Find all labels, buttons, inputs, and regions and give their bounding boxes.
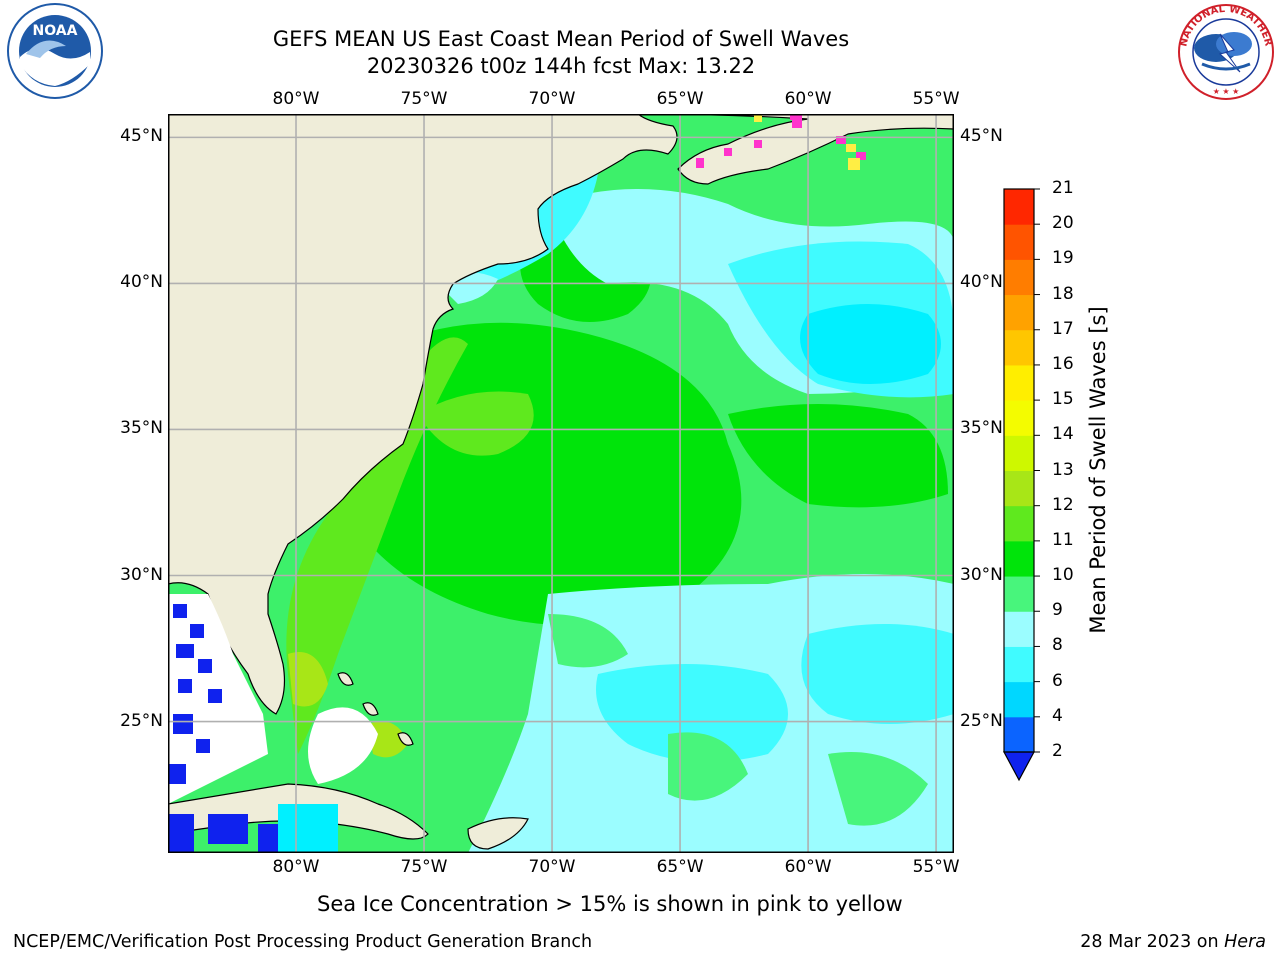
- axis-tick-label: 40°N: [960, 272, 1003, 293]
- axis-tick-label: 65°W: [656, 89, 704, 109]
- colorbar-segment: [1004, 681, 1034, 718]
- colorbar-tick-label: 2: [1052, 741, 1063, 761]
- axis-tick-label: 55°W: [912, 857, 960, 877]
- colorbar-tick-label: 18: [1052, 283, 1074, 304]
- axis-tick-label: 40°N: [120, 272, 163, 293]
- axis-tick-label: 80°W: [272, 857, 320, 877]
- footer-machine: Hera: [1224, 932, 1266, 952]
- colorbar-segment: [1004, 576, 1034, 612]
- sea-ice-markers: [696, 114, 866, 170]
- colorbar-segment: [1004, 329, 1034, 366]
- colorbar-tick-label: 16: [1052, 353, 1074, 374]
- axis-tick-label: 60°W: [784, 89, 832, 109]
- svg-text:★ ★ ★: ★ ★ ★: [1213, 87, 1240, 96]
- colorbar-extend-triangle: [1002, 751, 1036, 782]
- axis-tick-label: 45°N: [120, 126, 163, 147]
- colorbar-tick-label: 12: [1052, 494, 1074, 515]
- axis-tick-label: 35°N: [120, 418, 163, 439]
- colorbar-segment: [1004, 294, 1034, 331]
- axis-tick-label: 45°N: [960, 126, 1003, 147]
- axis-tick-label: 35°N: [960, 418, 1003, 439]
- colorbar-segment: [1004, 259, 1034, 296]
- swell-period-map: [168, 114, 954, 853]
- colorbar-tick-label: 13: [1052, 459, 1074, 480]
- axis-tick-label: 75°W: [400, 857, 448, 877]
- axis-tick-label: 60°W: [784, 857, 832, 877]
- noaa-logo-text: NOAA: [33, 23, 78, 39]
- colorbar-bar: [1002, 188, 1040, 782]
- axis-tick-label: 70°W: [528, 89, 576, 109]
- axis-tick-label: 80°W: [272, 89, 320, 109]
- axis-tick-label: 65°W: [656, 857, 704, 877]
- footer-date: 28 Mar 2023 on Hera: [1080, 932, 1266, 952]
- chart-subtitle: 20230326 t00z 144h fcst Max: 13.22: [366, 54, 756, 78]
- colorbar-tick-label: 4: [1052, 705, 1063, 726]
- axis-tick-label: 30°N: [960, 564, 1003, 585]
- gridlines: [168, 114, 954, 853]
- colorbar-segment: [1004, 540, 1034, 577]
- colorbar-tick-label: 10: [1052, 565, 1074, 586]
- colorbar-segment: [1004, 364, 1034, 401]
- axis-tick-label: 25°N: [120, 710, 163, 731]
- axis-tick-label: 55°W: [912, 89, 960, 109]
- colorbar-segment: [1004, 189, 1034, 225]
- colorbar-tick-label: 20: [1052, 213, 1074, 234]
- colorbar-tick-label: 17: [1052, 318, 1074, 339]
- chart-title: GEFS MEAN US East Coast Mean Period of S…: [272, 27, 850, 51]
- colorbar-tick-label: 6: [1052, 670, 1063, 691]
- gulf-masked-area: [168, 594, 378, 853]
- nws-logo-icon: NATIONAL WEATHER SERVICE ★ ★ ★: [1176, 2, 1274, 100]
- colorbar-segment: [1004, 400, 1034, 436]
- colorbar-segment: [1004, 505, 1034, 542]
- colorbar-tick-label: 15: [1052, 389, 1074, 410]
- axis-tick-label: 25°N: [960, 710, 1003, 731]
- axis-tick-label: 30°N: [120, 564, 163, 585]
- colorbar-segment: [1004, 435, 1034, 471]
- colorbar-tick-label: 19: [1052, 248, 1074, 269]
- colorbar-tick-label: 11: [1052, 529, 1074, 550]
- colorbar-segment: [1004, 611, 1034, 647]
- colorbar-tick-label: 8: [1052, 635, 1063, 656]
- colorbar-tick-label: 21: [1052, 178, 1074, 198]
- colorbar-segment: [1004, 224, 1034, 260]
- colorbar-label: Mean Period of Swell Waves [s]: [1086, 306, 1110, 634]
- footer-branch: NCEP/EMC/Verification Post Processing Pr…: [13, 932, 593, 952]
- axis-tick-label: 75°W: [400, 89, 448, 109]
- footer-date-text: 28 Mar 2023 on: [1080, 932, 1225, 952]
- map-border: [168, 114, 954, 853]
- colorbar-segment: [1004, 716, 1034, 753]
- colorbar-tick-label: 9: [1052, 600, 1063, 621]
- colorbar-segment: [1004, 646, 1034, 683]
- axis-tick-label: 70°W: [528, 857, 576, 877]
- colorbar-tick-label: 14: [1052, 424, 1074, 445]
- colorbar-segment: [1004, 470, 1034, 507]
- colorbar: 2 4 6 8 9 10 11 12 13 14 15 16 17 18 19 20 21: [1002, 178, 1082, 788]
- noaa-logo-icon: NOAA: [7, 3, 103, 99]
- sea-ice-caption: Sea Ice Concentration > 15% is shown in …: [317, 892, 903, 916]
